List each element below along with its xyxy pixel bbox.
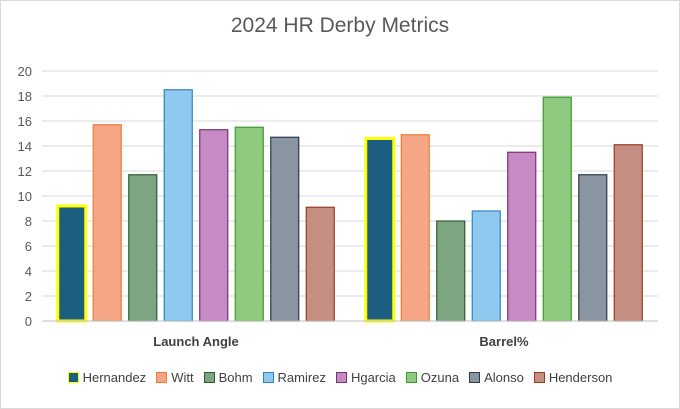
legend-label: Henderson <box>548 370 613 385</box>
legend-swatch <box>203 372 215 383</box>
chart-legend: Hernandez Witt Bohm Ramirez Hgarcia Ozuna Alon… <box>0 370 680 385</box>
bar <box>270 136 300 322</box>
legend-item: Hgarcia <box>335 370 396 385</box>
legend-swatch <box>469 372 481 383</box>
legend-label: Hernandez <box>82 370 147 385</box>
legend-item: Alonso <box>469 370 524 385</box>
y-tick-label: 4 <box>25 264 32 279</box>
y-tick-label: 2 <box>25 289 32 304</box>
legend-item: Hernandez <box>67 370 147 385</box>
legend-swatch <box>533 372 545 383</box>
legend-item: Henderson <box>533 370 613 385</box>
legend-label: Witt <box>171 370 194 385</box>
bar <box>128 174 158 322</box>
bar <box>56 204 88 323</box>
bar <box>471 210 501 322</box>
y-tick-label: 20 <box>18 64 32 79</box>
bar <box>92 124 122 322</box>
x-category-label: Barrel% <box>479 334 529 349</box>
legend-swatch <box>67 372 79 383</box>
legend-item: Ozuna <box>405 370 460 385</box>
x-category-label: Launch Angle <box>153 334 238 349</box>
bar <box>163 89 193 322</box>
y-tick-label: 8 <box>25 214 32 229</box>
legend-label: Ozuna <box>420 370 460 385</box>
legend-item: Witt <box>156 370 194 385</box>
bar <box>199 129 229 322</box>
bar <box>400 134 430 322</box>
legend-swatch <box>262 372 274 383</box>
legend-swatch <box>335 372 347 383</box>
legend-label: Alonso <box>484 370 524 385</box>
legend-label: Bohm <box>218 370 253 385</box>
y-tick-label: 18 <box>18 89 32 104</box>
legend-item: Ramirez <box>262 370 326 385</box>
bar <box>613 144 643 322</box>
bar <box>507 151 537 322</box>
y-tick-label: 10 <box>18 189 32 204</box>
bar <box>578 174 608 322</box>
y-tick-label: 0 <box>25 314 32 329</box>
bar <box>436 220 466 322</box>
y-tick-label: 12 <box>18 164 32 179</box>
legend-swatch <box>156 372 168 383</box>
bar <box>364 137 396 323</box>
y-tick-label: 6 <box>25 239 32 254</box>
legend-swatch <box>405 372 417 383</box>
legend-item: Bohm <box>203 370 253 385</box>
y-tick-label: 16 <box>18 114 32 129</box>
bar <box>305 206 335 322</box>
bar <box>234 126 264 322</box>
legend-label: Hgarcia <box>350 370 396 385</box>
y-tick-label: 14 <box>18 139 32 154</box>
legend-label: Ramirez <box>277 370 326 385</box>
bar <box>542 96 572 322</box>
chart-title: 2024 HR Derby Metrics <box>230 14 450 37</box>
